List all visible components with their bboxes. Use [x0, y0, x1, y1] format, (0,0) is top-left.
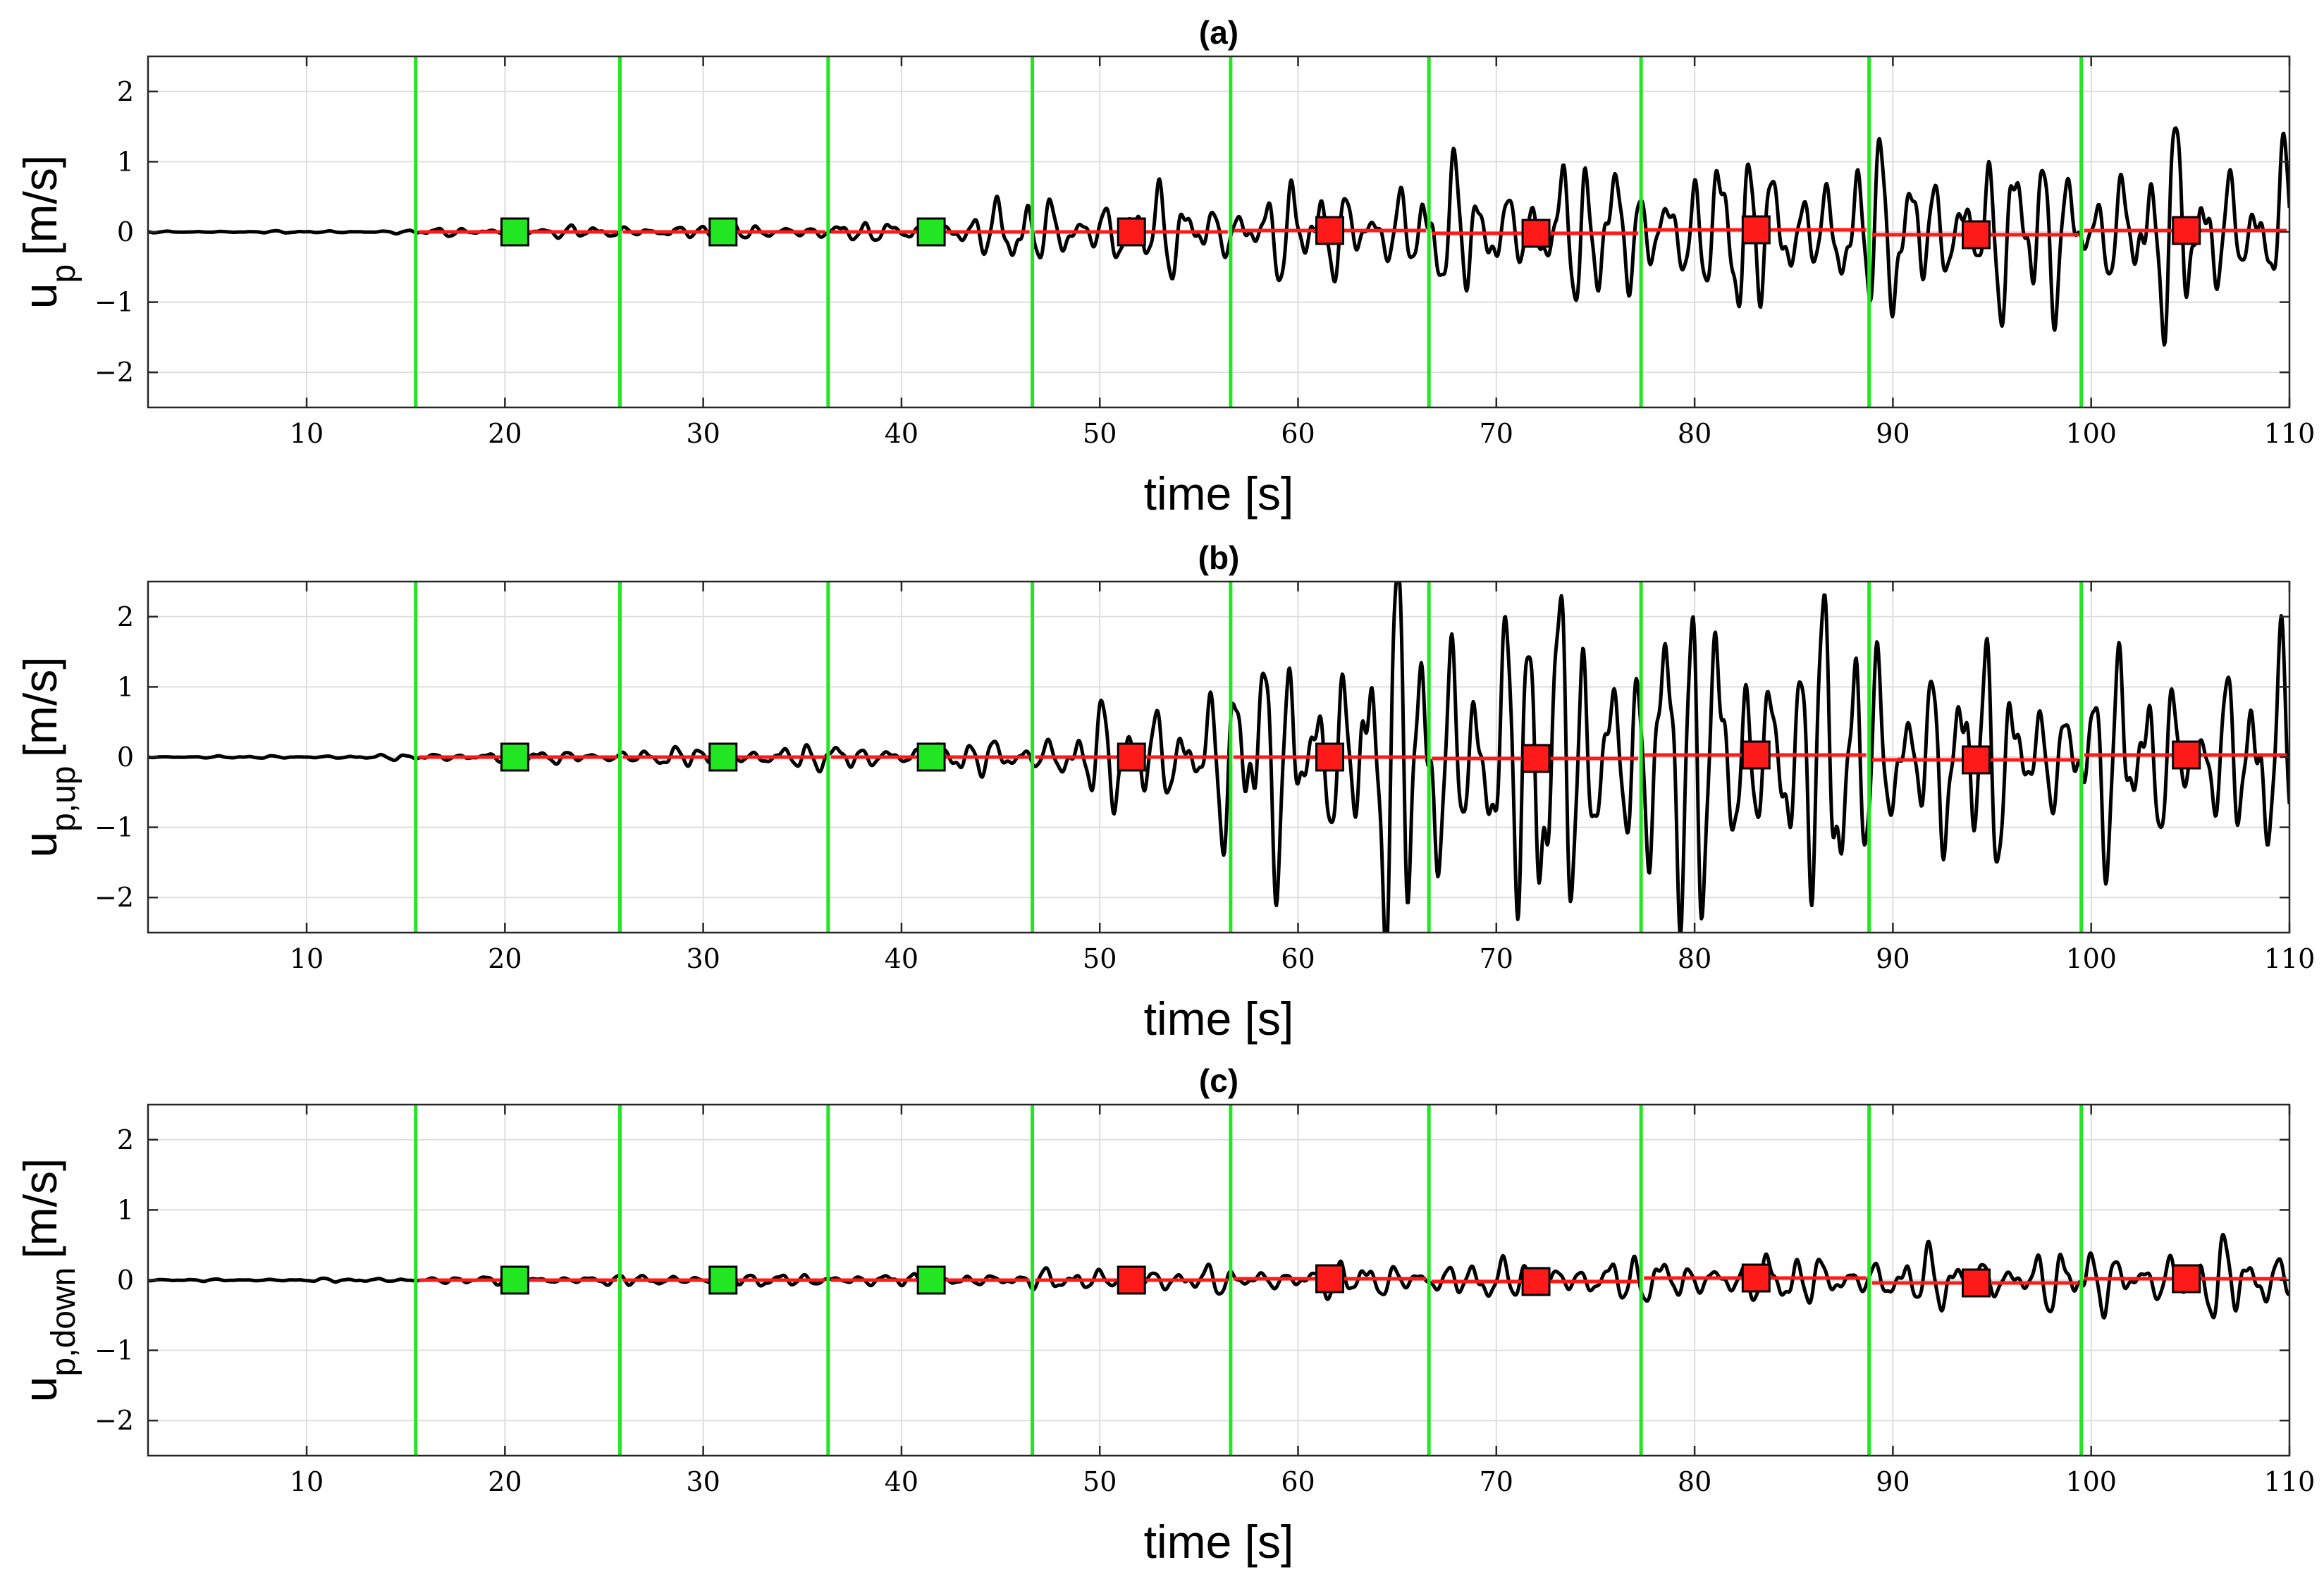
x-tick-label: 110: [2264, 1466, 2316, 1497]
x-tick-label: 40: [885, 1466, 918, 1497]
segment-mean-marker: [1962, 220, 1991, 250]
y-axis-label-unit: [m/s]: [14, 656, 66, 757]
x-tick-label: 60: [1281, 1466, 1315, 1497]
y-axis-label-subscript: p,up: [45, 766, 82, 831]
y-tick-label: 0: [117, 216, 134, 247]
segment-mean-marker: [2172, 1264, 2201, 1294]
segment-mean-marker: [500, 1265, 529, 1295]
x-axis-label: time [s]: [1144, 467, 1294, 520]
x-tick-label: 50: [1083, 943, 1117, 974]
y-tick-label: 0: [117, 1265, 134, 1296]
segment-mean-marker: [708, 1265, 738, 1295]
x-tick-label: 80: [1678, 943, 1711, 974]
y-axis-label-main: u: [14, 832, 66, 858]
x-tick-label: 100: [2065, 418, 2117, 449]
y-tick-label: 1: [117, 671, 134, 702]
segment-mean-marker: [1741, 215, 1771, 245]
x-tick-label: 80: [1678, 1466, 1711, 1497]
x-tick-label: 40: [885, 418, 918, 449]
panel-title: (b): [1198, 539, 1240, 576]
y-axis-label: up,down [m/s]: [14, 1158, 82, 1403]
segment-mean-marker: [916, 217, 946, 247]
y-axis-label-main: u: [14, 283, 66, 309]
y-axis-label-subscript: p: [45, 264, 82, 283]
segment-mean-marker: [1117, 1265, 1146, 1295]
x-tick-label: 20: [488, 418, 522, 449]
panel-title: (c): [1199, 1062, 1238, 1099]
y-axis-label-unit: [m/s]: [14, 155, 66, 256]
segment-mean-marker: [500, 217, 529, 247]
panel-b: 10 20 30 40 50 60 70 80 90 100 110 −2 −1 0 1 2 (b) time […: [14, 539, 2315, 1045]
y-axis-label-subscript: p,down: [45, 1267, 82, 1377]
x-tick-label: 90: [1876, 943, 1910, 974]
x-tick-label: 100: [2065, 1466, 2117, 1497]
segment-mean-marker: [2172, 216, 2201, 245]
y-tick-label: −1: [94, 812, 134, 843]
segment-mean-marker: [1315, 742, 1345, 772]
x-tick-label: 10: [290, 1466, 324, 1497]
y-tick-label: −2: [94, 357, 134, 388]
x-tick-label: 40: [885, 943, 918, 974]
x-tick-label: 50: [1083, 418, 1117, 449]
segment-mean-marker: [1521, 744, 1551, 773]
y-tick-label: 1: [117, 1194, 134, 1225]
x-tick-label: 60: [1281, 943, 1315, 974]
x-axis-label: time [s]: [1144, 1516, 1294, 1568]
y-axis-label: up [m/s]: [14, 155, 82, 309]
panel-c: 10 20 30 40 50 60 70 80 90 100 110 −2 −1 0 1 2 (c) time […: [14, 1062, 2315, 1568]
segment-mean-marker: [1962, 1268, 1991, 1298]
segment-mean-marker: [1117, 217, 1146, 247]
x-tick-label: 50: [1083, 1466, 1117, 1497]
x-tick-label: 70: [1480, 1466, 1513, 1497]
y-tick-label: 1: [117, 146, 134, 177]
x-tick-label: 30: [686, 943, 720, 974]
x-tick-label: 80: [1678, 418, 1711, 449]
x-tick-label: 110: [2264, 943, 2316, 974]
segment-mean-marker: [1117, 742, 1146, 772]
x-tick-label: 70: [1480, 418, 1513, 449]
x-tick-label: 100: [2065, 943, 2117, 974]
y-axis-label: up,up [m/s]: [14, 656, 82, 857]
x-tick-label: 10: [290, 943, 324, 974]
panel-title: (a): [1199, 14, 1238, 51]
y-tick-label: 2: [117, 76, 134, 107]
segment-mean-marker: [1521, 219, 1551, 248]
y-tick-label: −2: [94, 882, 134, 913]
x-axis-label: time [s]: [1144, 993, 1294, 1045]
segment-mean-marker: [916, 1265, 946, 1295]
segment-mean-marker: [708, 217, 738, 247]
segment-mean-marker: [1962, 745, 1991, 775]
x-tick-label: 110: [2264, 418, 2316, 449]
x-tick-label: 90: [1876, 1466, 1910, 1497]
x-tick-label: 10: [290, 418, 324, 449]
x-tick-label: 60: [1281, 418, 1315, 449]
x-tick-label: 20: [488, 943, 522, 974]
segment-mean-marker: [1741, 1263, 1771, 1293]
segment-mean-marker: [1521, 1267, 1551, 1296]
segment-mean-marker: [1315, 1264, 1345, 1294]
panel-a: 10 20 30 40 50 60 70 80 90 100 110 −2 −1 0 1 2 (a) time […: [14, 14, 2315, 520]
segment-mean-marker: [708, 742, 738, 772]
y-tick-label: −1: [94, 1335, 134, 1366]
segment-mean-marker: [1315, 216, 1345, 245]
segment-mean-marker: [2172, 740, 2201, 770]
segment-mean-marker: [1741, 740, 1771, 770]
segment-mean-marker: [500, 742, 529, 772]
x-tick-label: 30: [686, 1466, 720, 1497]
y-tick-label: 2: [117, 1124, 134, 1155]
segment-mean-marker: [916, 742, 946, 772]
x-tick-label: 30: [686, 418, 720, 449]
y-tick-label: −2: [94, 1405, 134, 1436]
x-tick-label: 20: [488, 1466, 522, 1497]
x-tick-label: 90: [1876, 418, 1910, 449]
y-tick-label: −1: [94, 287, 134, 318]
y-axis-label-unit: [m/s]: [14, 1158, 66, 1259]
y-tick-label: 0: [117, 742, 134, 773]
y-tick-label: 2: [117, 601, 134, 632]
y-axis-label-main: u: [14, 1377, 66, 1403]
x-tick-label: 70: [1480, 943, 1513, 974]
